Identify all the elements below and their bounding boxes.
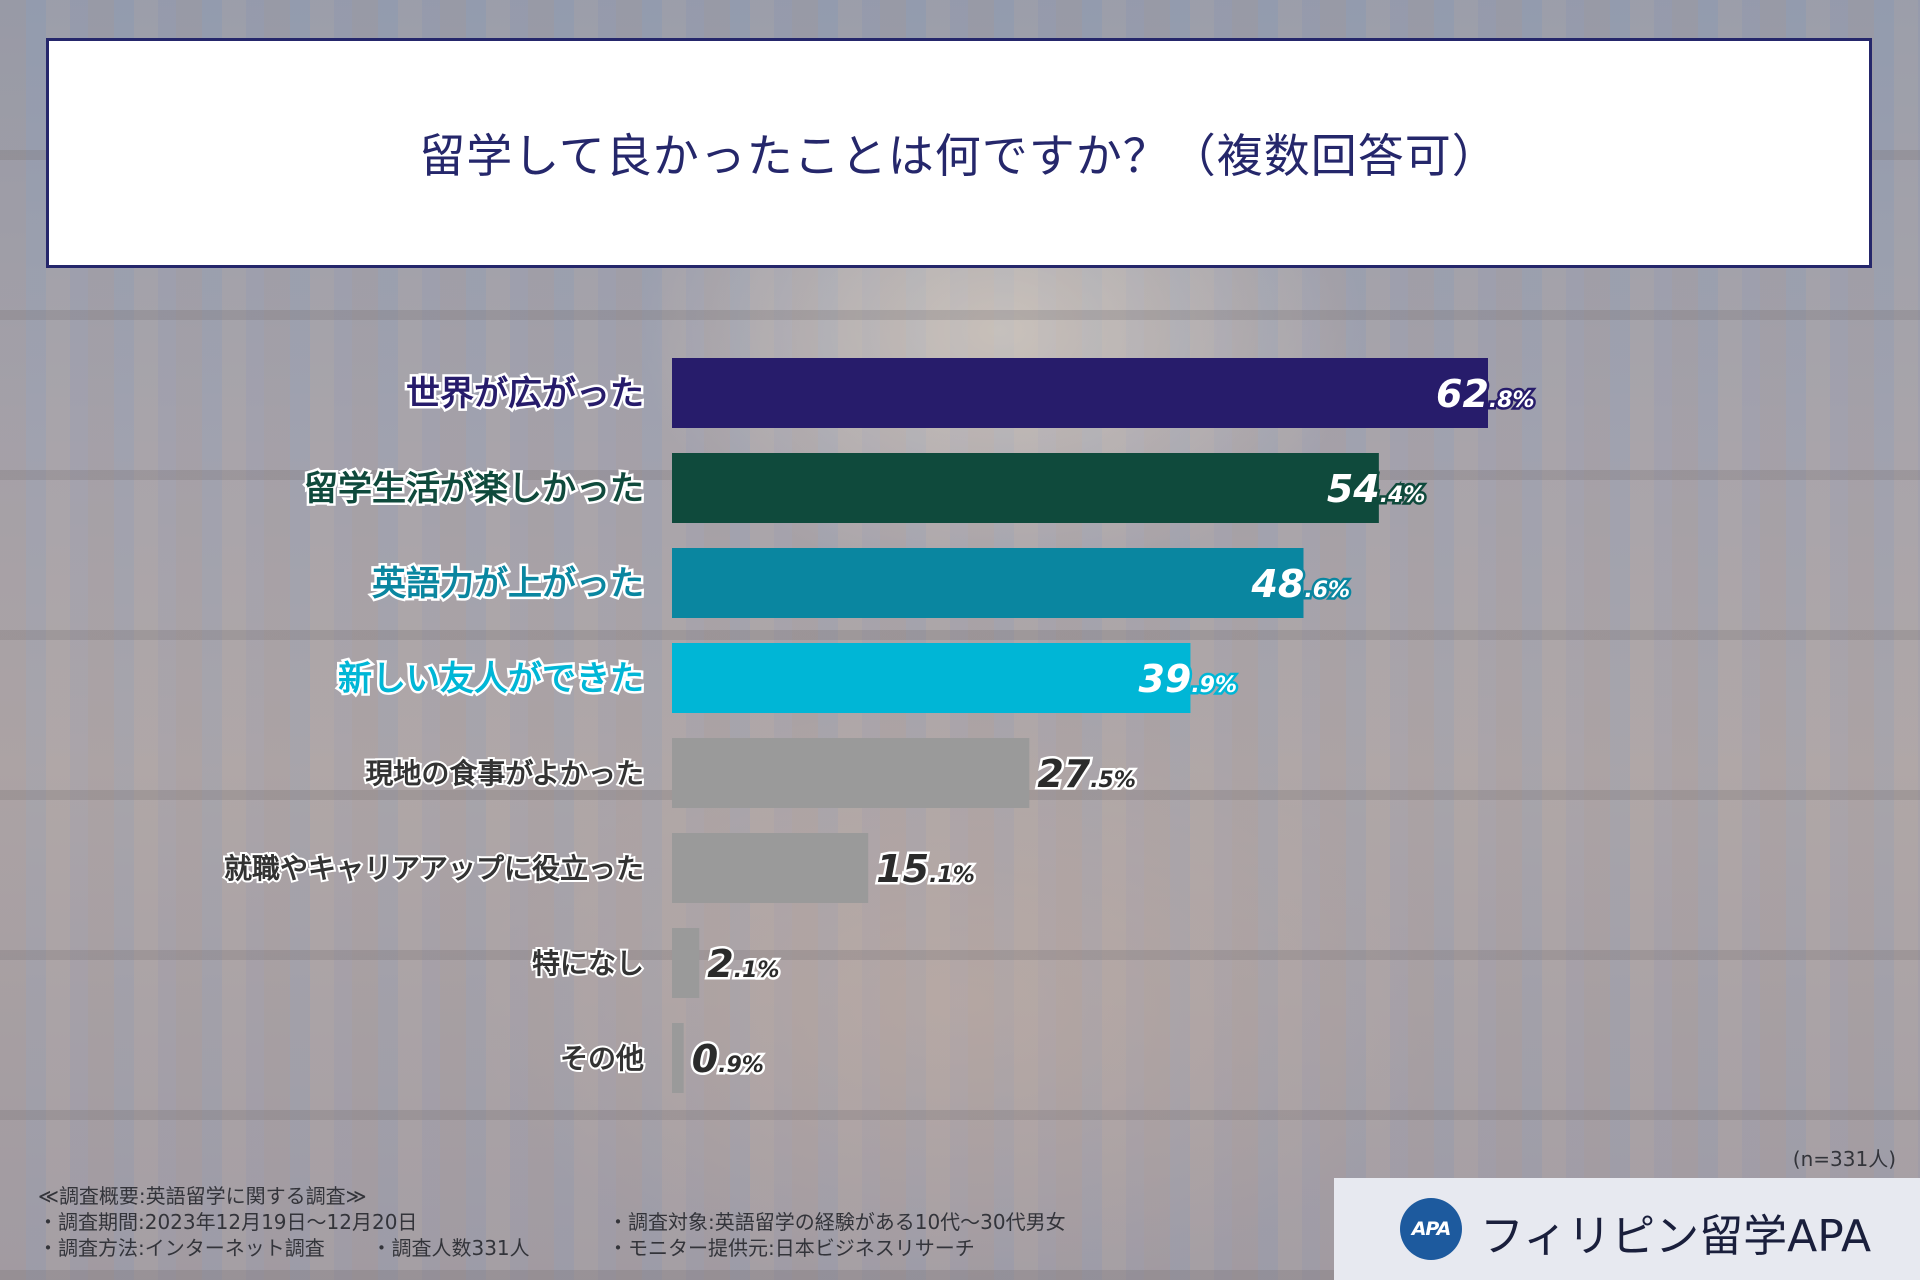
sample-size: (n=331人)	[1792, 1147, 1896, 1171]
category-label-7: 特になし	[532, 947, 644, 980]
value-label-7: 2.1%	[707, 942, 779, 986]
value-label-1: 62.8%	[1436, 372, 1535, 416]
footer-target: ・調査対象:英語留学の経験がある10代～30代男女	[608, 1210, 1066, 1234]
value-labels: 62.8% 54.4% 48.6% 39.9% 27.5% 15.1% 2.1% 0.9%	[689, 370, 1537, 1084]
title-box: 留学して良かったことは何ですか？（複数回答可）	[46, 38, 1872, 268]
bar-7	[672, 928, 700, 998]
category-labels: 世界が広がった留学生活が楽しかった英語力が上がった新しい友人ができた現地の食事が…	[222, 372, 647, 1078]
value-label-6: 15.1%	[876, 847, 975, 891]
bar-3	[672, 548, 1304, 618]
footer-period: ・調査期間:2023年12月19日～12月20日	[38, 1210, 418, 1234]
footer-heading: ≪調査概要:英語留学に関する調査≫	[38, 1184, 367, 1208]
bar-2	[672, 453, 1379, 523]
value-label-2: 54.4%	[1327, 467, 1426, 511]
logo-mark-text: APA	[1411, 1218, 1452, 1240]
bar-4	[672, 643, 1191, 713]
category-label-8: その他	[560, 1042, 644, 1075]
value-label-3: 48.6%	[1250, 562, 1350, 606]
bar-8	[672, 1023, 684, 1093]
bar-6	[672, 833, 869, 903]
category-label-2: 留学生活が楽しかった	[304, 469, 644, 509]
bar-1	[672, 358, 1488, 428]
footer-method-row: ・調査方法:インターネット調査 ・調査人数331人	[38, 1235, 598, 1261]
footer-monitor: ・モニター提供元:日本ビジネスリサーチ	[608, 1236, 975, 1260]
logo-text: フィリピン留学APA	[1480, 1211, 1872, 1262]
footer-count: ・調査人数331人	[371, 1236, 530, 1260]
category-label-6: 就職やキャリアアップに役立った	[224, 852, 644, 885]
bar-5	[672, 738, 1030, 808]
value-label-8: 0.9%	[692, 1037, 764, 1081]
category-label-4: 新しい友人ができた	[338, 659, 644, 699]
value-label-4: 39.9%	[1138, 657, 1237, 701]
category-label-5: 現地の食事がよかった	[365, 757, 644, 790]
survey-footer: ≪調査概要:英語留学に関する調査≫ ・調査期間:2023年12月19日～12月2…	[38, 1183, 1338, 1278]
logo-panel: APA フィリピン留学APA	[1334, 1178, 1920, 1280]
chart-title: 留学して良かったことは何ですか？（複数回答可）	[419, 129, 1499, 183]
category-label-1: 世界が広がった	[406, 374, 644, 414]
category-label-3: 英語力が上がった	[372, 564, 644, 604]
bars-group	[672, 358, 1488, 1093]
apa-logo-icon: APA	[1400, 1198, 1462, 1260]
footer-method: ・調査方法:インターネット調査	[38, 1236, 325, 1260]
value-label-5: 27.5%	[1037, 752, 1136, 796]
